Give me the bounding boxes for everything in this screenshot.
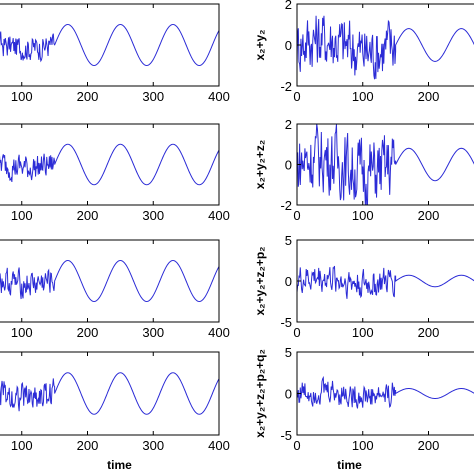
x-tick-label: 100 — [11, 438, 33, 453]
y-axis-label: x₂+y₂+z₂ — [253, 140, 267, 189]
y-tick-label: 0 — [285, 274, 292, 289]
x-axis-label: time — [107, 458, 132, 472]
x-tick-label: 400 — [208, 208, 230, 223]
x-tick-label: 400 — [208, 438, 230, 453]
x-tick-label: 100 — [352, 438, 374, 453]
y-tick-label: 0 — [285, 38, 292, 53]
y-tick-label: 5 — [285, 233, 292, 248]
x-tick-label: 100 — [11, 325, 33, 340]
series-line — [297, 265, 474, 299]
x-tick-label: 300 — [142, 89, 164, 104]
x-tick-label: 0 — [293, 208, 300, 223]
x-tick-label: 200 — [77, 325, 99, 340]
x-axis-label: time — [337, 458, 362, 472]
y-axis-label: x₂+y₂+z₂+p₂ — [253, 246, 267, 315]
x-tick-label: 0 — [293, 89, 300, 104]
series-line — [0, 372, 219, 415]
x-tick-label: 200 — [418, 325, 440, 340]
x-tick-label: 200 — [77, 89, 99, 104]
x-tick-label: 300 — [142, 325, 164, 340]
y-tick-label: -5 — [280, 315, 292, 330]
y-tick-label: 2 — [285, 0, 292, 12]
y-tick-label: -5 — [280, 428, 292, 443]
x-tick-label: 200 — [418, 208, 440, 223]
series-line — [297, 375, 474, 409]
y-tick-label: 0 — [285, 158, 292, 173]
x-tick-label: 100 — [352, 325, 374, 340]
x-tick-label: 0 — [293, 438, 300, 453]
panel-left-1: 100 200 300 400 — [0, 3, 230, 104]
series-line — [297, 15, 474, 80]
series-line — [0, 143, 219, 186]
series-line — [0, 23, 219, 67]
x-tick-label: 100 — [11, 89, 33, 104]
y-axis-label: x₂+y₂ — [253, 29, 267, 60]
x-tick-label: 300 — [142, 438, 164, 453]
x-tick-label: 200 — [418, 89, 440, 104]
y-tick-label: -2 — [280, 79, 292, 94]
x-tick-label: 200 — [77, 438, 99, 453]
y-tick-label: 2 — [285, 117, 292, 132]
x-tick-label: 300 — [142, 208, 164, 223]
x-tick-label: 0 — [293, 325, 300, 340]
y-axis-label: x₂+y₂+z₂+p₂+q₂ — [253, 349, 267, 438]
y-tick-label: -2 — [280, 198, 292, 213]
x-tick-label: 100 — [352, 89, 374, 104]
y-tick-label: 0 — [285, 387, 292, 402]
series-line — [0, 259, 219, 303]
x-tick-label: 400 — [208, 89, 230, 104]
panel-left-3: 100 200 300 400 — [0, 239, 230, 340]
y-tick-label: 5 — [285, 345, 292, 360]
x-tick-label: 400 — [208, 325, 230, 340]
x-tick-label: 200 — [77, 208, 99, 223]
x-tick-label: 100 — [11, 208, 33, 223]
panel-left-4: 0100200300400time — [0, 351, 230, 472]
x-tick-label: 100 — [352, 208, 374, 223]
series-line — [297, 124, 474, 205]
x-tick-label: 200 — [418, 438, 440, 453]
panel-left-2: 100 200 300 400 — [0, 123, 230, 223]
